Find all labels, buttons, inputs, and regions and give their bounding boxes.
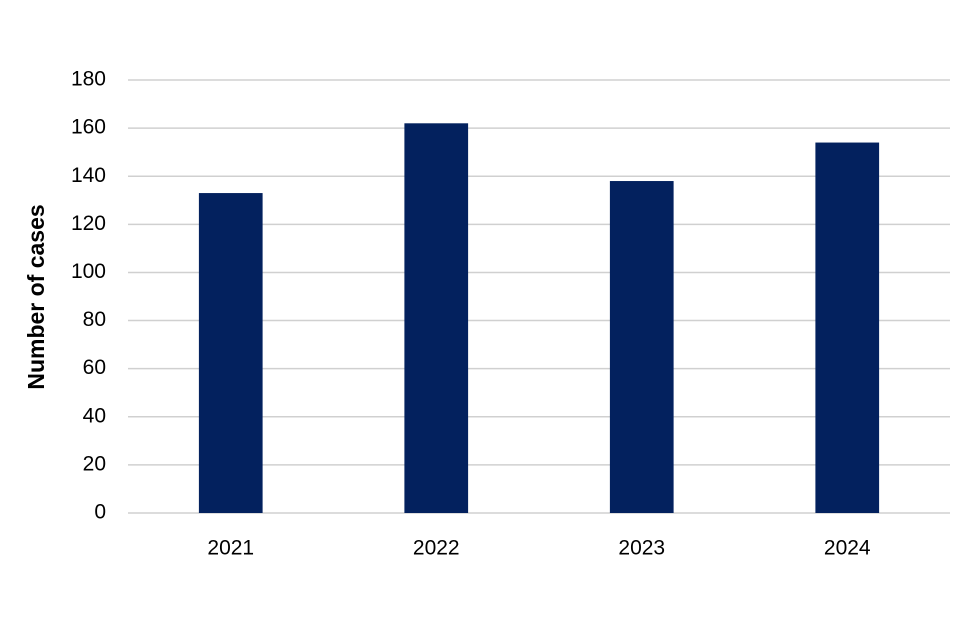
y-tick-label: 80 (83, 308, 106, 331)
y-tick-label: 180 (71, 68, 106, 91)
y-axis-label: Number of cases (23, 204, 49, 389)
y-tick-label: 40 (83, 404, 106, 427)
y-tick-label: 20 (83, 452, 106, 475)
x-tick-label: 2024 (824, 537, 871, 560)
y-tick-label: 60 (83, 356, 106, 379)
y-tick-label: 100 (71, 260, 106, 283)
y-tick-label: 0 (94, 501, 106, 524)
bar (609, 181, 674, 514)
x-tick-label: 2023 (618, 537, 665, 560)
bar (198, 193, 263, 514)
y-tick-label: 160 (71, 116, 106, 139)
y-tick-label: 120 (71, 212, 106, 235)
bar (815, 142, 880, 514)
x-tick-label: 2021 (207, 537, 254, 560)
bar (404, 123, 469, 514)
y-tick-label: 140 (71, 164, 106, 187)
x-tick-label: 2022 (413, 537, 460, 560)
